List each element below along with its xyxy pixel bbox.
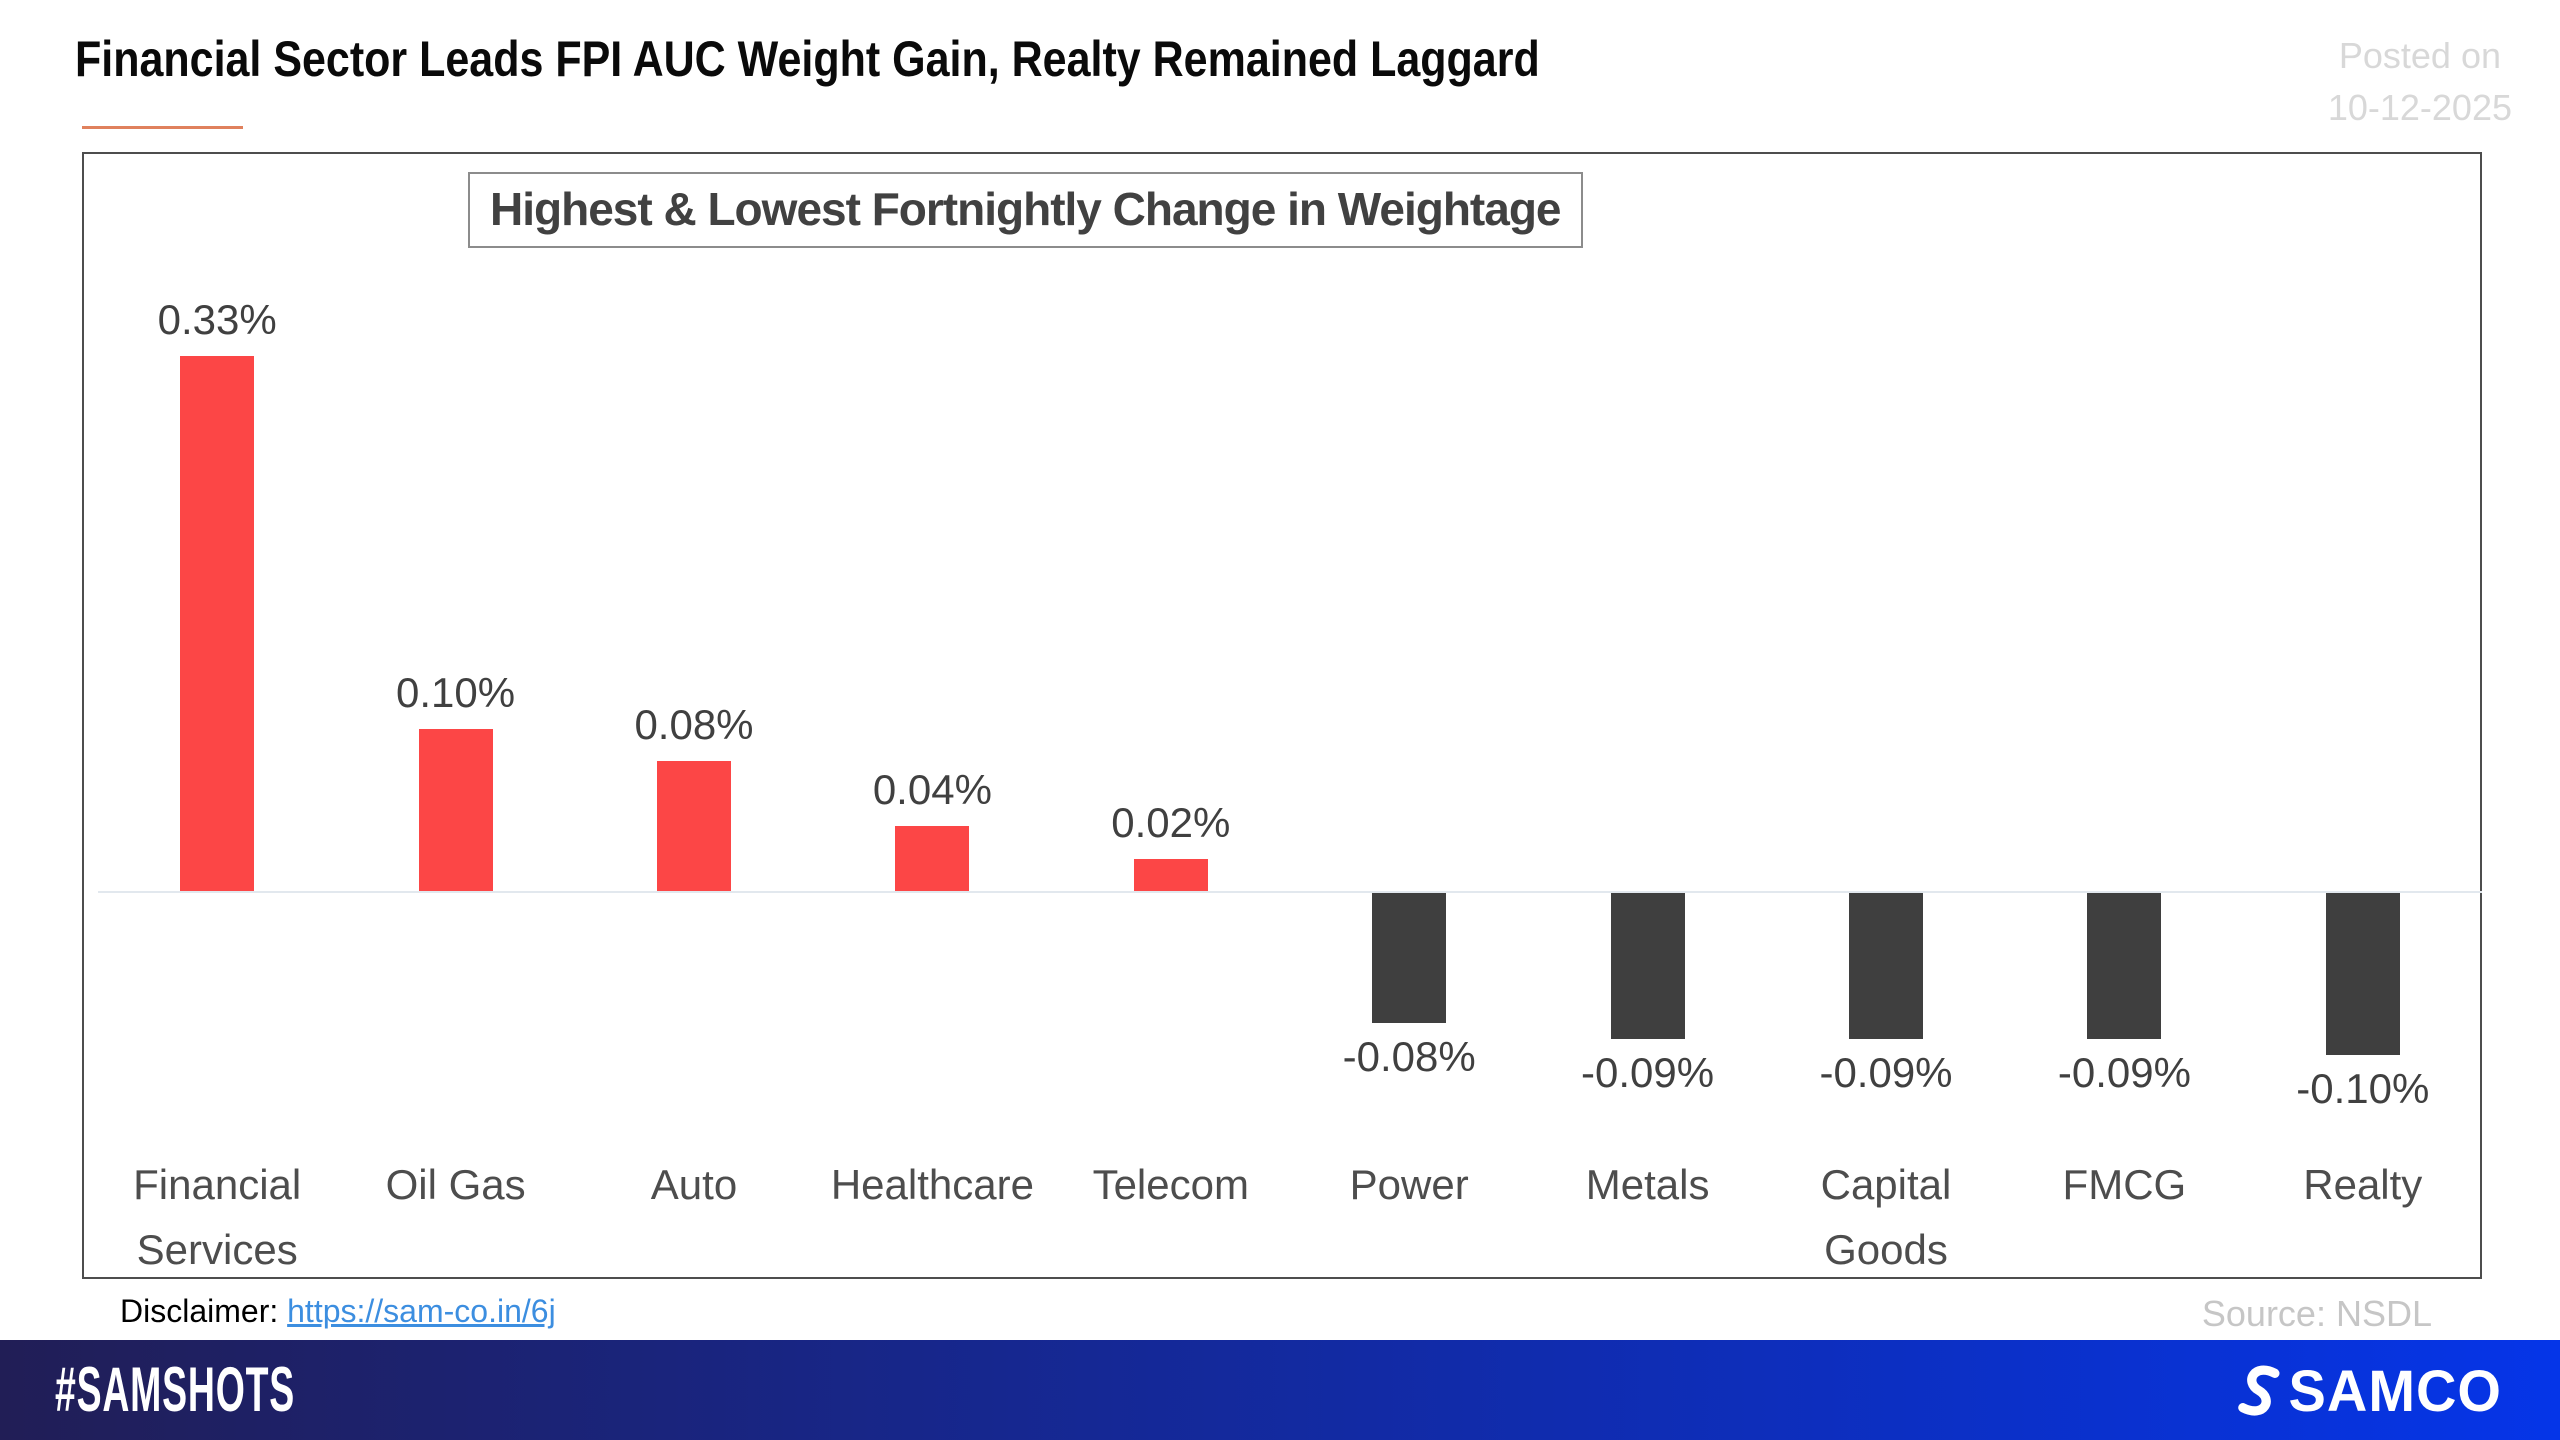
bar-realty bbox=[2325, 893, 2400, 1055]
category-label-auto: Auto bbox=[650, 1161, 738, 1208]
samco-logo: SAMCO bbox=[2229, 1356, 2502, 1424]
posted-on-date: 10-12-2025 bbox=[2327, 87, 2512, 129]
value-label-auto: 0.08% bbox=[634, 701, 754, 748]
value-label-healthcare: 0.04% bbox=[872, 766, 992, 813]
bar-healthcare bbox=[895, 826, 970, 891]
samshots-hashtag: #SAMSHOTS bbox=[55, 1355, 296, 1425]
disclaimer-note: Disclaimer: https://sam-co.in/6j bbox=[120, 1293, 556, 1330]
bar-column-realty: -0.10% Realty bbox=[2244, 154, 2482, 1279]
bar-column-power: -0.08% Power bbox=[1290, 154, 1528, 1279]
category-label-realty: Realty bbox=[2303, 1161, 2423, 1208]
category-label-capital-goods: Capital Goods bbox=[1820, 1161, 1952, 1274]
bar-column-auto: 0.08% Auto bbox=[575, 154, 813, 1279]
category-label-power: Power bbox=[1349, 1161, 1469, 1208]
posted-on-note: Posted on 10-12-2025 bbox=[2328, 30, 2512, 134]
samco-wordmark: SAMCO bbox=[2288, 1356, 2502, 1424]
source-note: Source: NSDL bbox=[2201, 1293, 2432, 1334]
category-label-metals: Metals bbox=[1585, 1161, 1710, 1208]
posted-on-label: Posted on bbox=[2338, 35, 2501, 76]
value-label-fmcg: -0.09% bbox=[2057, 1049, 2191, 1096]
category-label-financial-services: Financial Services bbox=[133, 1161, 302, 1274]
page-title: Financial Sector Leads FPI AUC Weight Ga… bbox=[75, 31, 1540, 87]
bar-financial-services bbox=[180, 356, 255, 891]
bar-metals bbox=[1610, 893, 1685, 1039]
bar-column-oil-gas: 0.10% Oil Gas bbox=[336, 154, 574, 1279]
bar-column-healthcare: 0.04% Healthcare bbox=[813, 154, 1051, 1279]
value-label-realty: -0.10% bbox=[2296, 1065, 2430, 1112]
value-label-telecom: 0.02% bbox=[1111, 799, 1231, 846]
value-label-metals: -0.09% bbox=[1581, 1049, 1715, 1096]
chart-title: Highest & Lowest Fortnightly Change in W… bbox=[468, 172, 1583, 248]
value-label-oil-gas: 0.10% bbox=[396, 669, 516, 716]
bar-oil-gas bbox=[418, 729, 493, 891]
category-label-telecom: Telecom bbox=[1092, 1161, 1249, 1208]
chart-frame: Highest & Lowest Fortnightly Change in W… bbox=[82, 152, 2482, 1279]
zero-axis-line bbox=[98, 891, 2482, 893]
bar-fmcg bbox=[2087, 893, 2162, 1039]
value-label-financial-services: 0.33% bbox=[157, 296, 277, 343]
brand-bar: #SAMSHOTS SAMCO bbox=[0, 1340, 2560, 1440]
bar-column-capital-goods: -0.09% Capital Goods bbox=[1767, 154, 2005, 1279]
samco-logo-icon bbox=[2237, 1365, 2280, 1416]
value-label-power: -0.08% bbox=[1342, 1033, 1476, 1080]
disclaimer-link[interactable]: https://sam-co.in/6j bbox=[287, 1293, 556, 1329]
category-label-healthcare: Healthcare bbox=[830, 1161, 1034, 1208]
plot-area: 0.33% Financial Services 0.10% Oil Gas 0.08%… bbox=[98, 154, 2482, 1279]
value-label-capital-goods: -0.09% bbox=[1819, 1049, 1953, 1096]
bar-power bbox=[1372, 893, 1447, 1023]
bar-column-telecom: 0.02% Telecom bbox=[1052, 154, 1290, 1279]
bar-telecom bbox=[1133, 859, 1208, 891]
bar-column-fmcg: -0.09% FMCG bbox=[2005, 154, 2243, 1279]
bar-capital-goods bbox=[1848, 893, 1923, 1039]
title-accent-underline bbox=[82, 126, 243, 129]
bar-column-financial-services: 0.33% Financial Services bbox=[98, 154, 336, 1279]
disclaimer-label: Disclaimer: bbox=[120, 1293, 279, 1329]
bar-column-metals: -0.09% Metals bbox=[1528, 154, 1766, 1279]
category-label-fmcg: FMCG bbox=[2062, 1161, 2187, 1208]
category-label-oil-gas: Oil Gas bbox=[385, 1161, 526, 1208]
bar-auto bbox=[656, 761, 731, 891]
